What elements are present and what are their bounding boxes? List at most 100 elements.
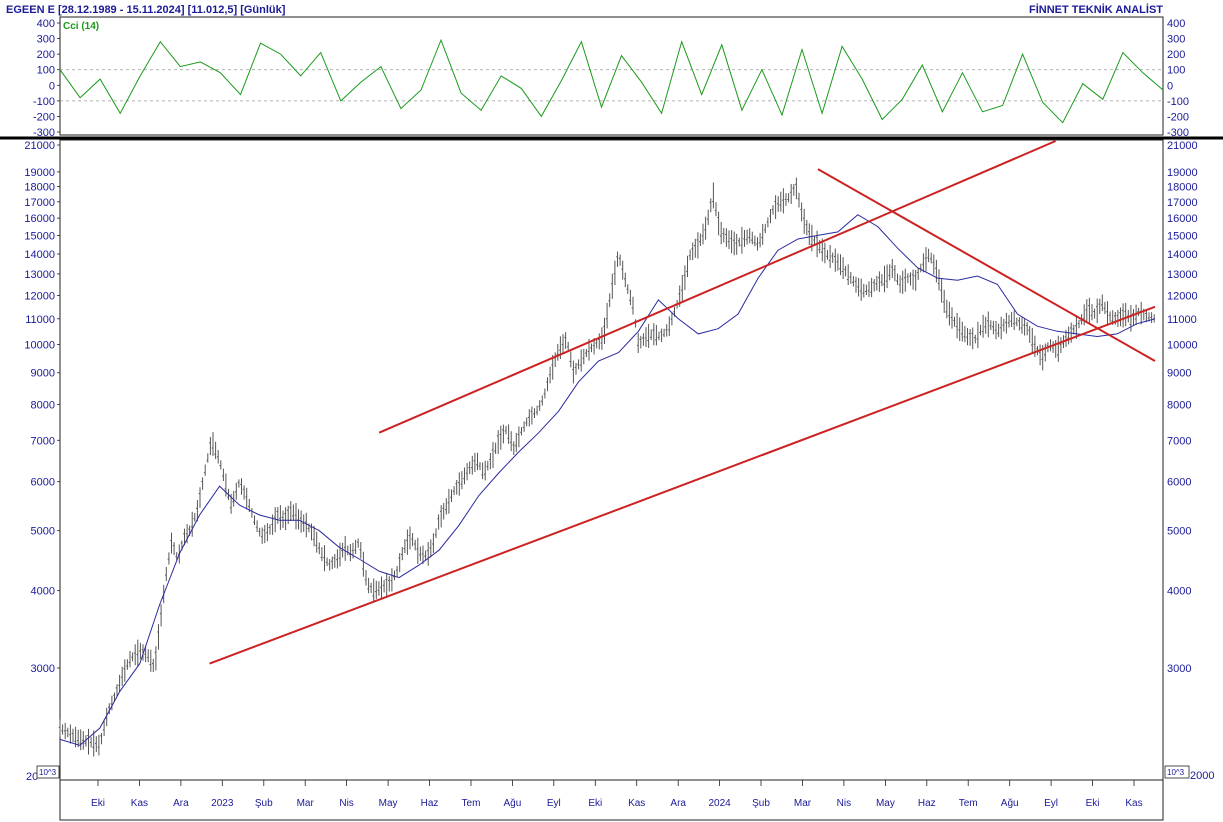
price-tick-label-left: 19000	[24, 167, 55, 179]
trend-line	[817, 168, 1156, 362]
price-tick-label-left: 14000	[24, 249, 55, 261]
cci-tick-label-right: 200	[1167, 49, 1185, 61]
price-tick-label-right: 6000	[1167, 477, 1191, 489]
price-tick-label-right: 10000	[1167, 339, 1198, 351]
x-tick-label: Haz	[918, 798, 936, 809]
x-tick-label: Nis	[837, 798, 851, 809]
x-axis-strip	[59, 779, 1164, 821]
cci-tick-label-right: 0	[1167, 80, 1173, 92]
x-tick-label: Eki	[1086, 798, 1100, 809]
price-tick-label-left: 15000	[24, 230, 55, 242]
price-axis-left: 3000 4000 5000 6000 7000 8000 9000 10000 11000 12…	[24, 140, 60, 675]
price-panel-frame	[59, 139, 1164, 781]
cci-tick-label-right: -200	[1167, 111, 1189, 123]
x-tick-label: Ara	[173, 798, 189, 809]
cci-tick-label-left: 100	[37, 65, 55, 77]
moving-average-line	[59, 214, 1156, 746]
price-tick-label-left: 18000	[24, 181, 55, 193]
x-tick-label: Kas	[131, 798, 148, 809]
price-bars	[58, 177, 1155, 757]
price-tick-label-left: 7000	[31, 435, 55, 447]
price-tick-label-right: 15000	[1167, 230, 1198, 242]
price-tick-label-right: 8000	[1167, 399, 1191, 411]
x-tick-label: May	[379, 798, 398, 809]
price-tick-label-left: 21000	[24, 140, 55, 152]
cci-tick-label-right: 400	[1167, 18, 1185, 30]
x-tick-label: Nis	[339, 798, 353, 809]
cci-tick-label-left: 200	[37, 49, 55, 61]
x-tick-label: Kas	[628, 798, 645, 809]
price-axis-right: 3000 4000 5000 6000 7000 8000 9000 10000 11000 12…	[1167, 140, 1198, 675]
price-tick-label-right: 12000	[1167, 290, 1198, 302]
price-tick-label-right: 21000	[1167, 140, 1198, 152]
scale-note-right-box	[1164, 765, 1190, 779]
cci-reference-lines	[60, 69, 1163, 102]
x-tick-label: Eyl	[1044, 798, 1058, 809]
scale-note-left: 10^3	[39, 768, 57, 777]
scale-note-left-box	[36, 765, 60, 779]
price-tick-label-right: 19000	[1167, 167, 1198, 179]
price-tick-label-left: 12000	[24, 290, 55, 302]
x-tick-label: Ağu	[504, 798, 522, 809]
price-tick-label-right: 4000	[1167, 586, 1191, 598]
trend-lines	[209, 140, 1156, 665]
cci-panel-frame	[59, 16, 1164, 136]
price-tick-label-left: 13000	[24, 269, 55, 281]
x-tick-label: May	[876, 798, 895, 809]
price-tick-label-left: 17000	[24, 197, 55, 209]
x-tick-label: 2024	[708, 798, 731, 809]
price-tick-label-right: 18000	[1167, 181, 1198, 193]
x-tick-label: Mar	[794, 798, 812, 809]
cci-axis-left: 400 300 200 100 0 -100 -200 -300	[33, 18, 60, 139]
trend-line	[209, 305, 1156, 665]
x-tick-label: Eki	[588, 798, 602, 809]
scale-note-right: 10^3	[1167, 768, 1185, 777]
x-tick-label: Eki	[91, 798, 105, 809]
price-tick-label-left: 6000	[31, 477, 55, 489]
price-tick-label-left: 8000	[31, 399, 55, 411]
price-tick-label-left: 10000	[24, 339, 55, 351]
cci-tick-label-left: 300	[37, 34, 55, 46]
cci-tick-label-left: 0	[49, 80, 55, 92]
right-bottom-label: 2000	[1190, 770, 1214, 782]
cci-tick-label-left: -200	[33, 111, 55, 123]
cci-tick-label-left: 400	[37, 18, 55, 30]
price-tick-label-right: 14000	[1167, 249, 1198, 261]
price-tick-label-left: 16000	[24, 213, 55, 225]
price-tick-label-right: 7000	[1167, 435, 1191, 447]
trend-line	[378, 140, 1056, 434]
price-tick-label-left: 5000	[31, 526, 55, 538]
price-tick-label-right: 17000	[1167, 197, 1198, 209]
price-tick-label-left: 9000	[31, 368, 55, 380]
x-axis: Eki Kas Ara 2023 Şub Mar Nis May Haz Tem Ağu Eyl Eki…	[91, 780, 1143, 809]
cci-tick-label-right: 300	[1167, 34, 1185, 46]
x-tick-label: Eyl	[547, 798, 561, 809]
cci-tick-label-right: -100	[1167, 96, 1189, 108]
cci-axis-right: 400 300 200 100 0 -100 -200 -300	[1167, 18, 1189, 139]
cci-series-line	[59, 38, 1164, 124]
x-tick-label: Tem	[959, 798, 978, 809]
price-tick-label-left: 4000	[31, 586, 55, 598]
x-tick-label: Şub	[255, 798, 273, 809]
cci-tick-label-left: -100	[33, 96, 55, 108]
x-tick-label: 2023	[211, 798, 234, 809]
x-tick-label: Tem	[462, 798, 481, 809]
x-tick-label: Ağu	[1001, 798, 1019, 809]
price-tick-label-right: 11000	[1167, 314, 1197, 326]
cci-indicator-label: Cci (14)	[63, 21, 99, 32]
x-tick-label: Kas	[1125, 798, 1142, 809]
price-tick-label-right: 3000	[1167, 663, 1191, 675]
x-tick-label: Şub	[752, 798, 770, 809]
chart-header-title: EGEEN E [28.12.1989 - 15.11.2024] [11.01…	[6, 4, 286, 16]
x-tick-label: Ara	[670, 798, 686, 809]
cci-tick-label-right: 100	[1167, 65, 1185, 77]
x-tick-label: Mar	[297, 798, 315, 809]
price-tick-label-right: 9000	[1167, 368, 1191, 380]
corner-left-label: 20	[26, 771, 38, 783]
price-tick-label-right: 5000	[1167, 526, 1191, 538]
price-tick-label-right: 13000	[1167, 269, 1198, 281]
brand-label: FİNNET TEKNİK ANALİST	[1029, 3, 1163, 16]
cci-tick-label-left: -300	[33, 127, 55, 139]
price-tick-label-right: 16000	[1167, 213, 1198, 225]
